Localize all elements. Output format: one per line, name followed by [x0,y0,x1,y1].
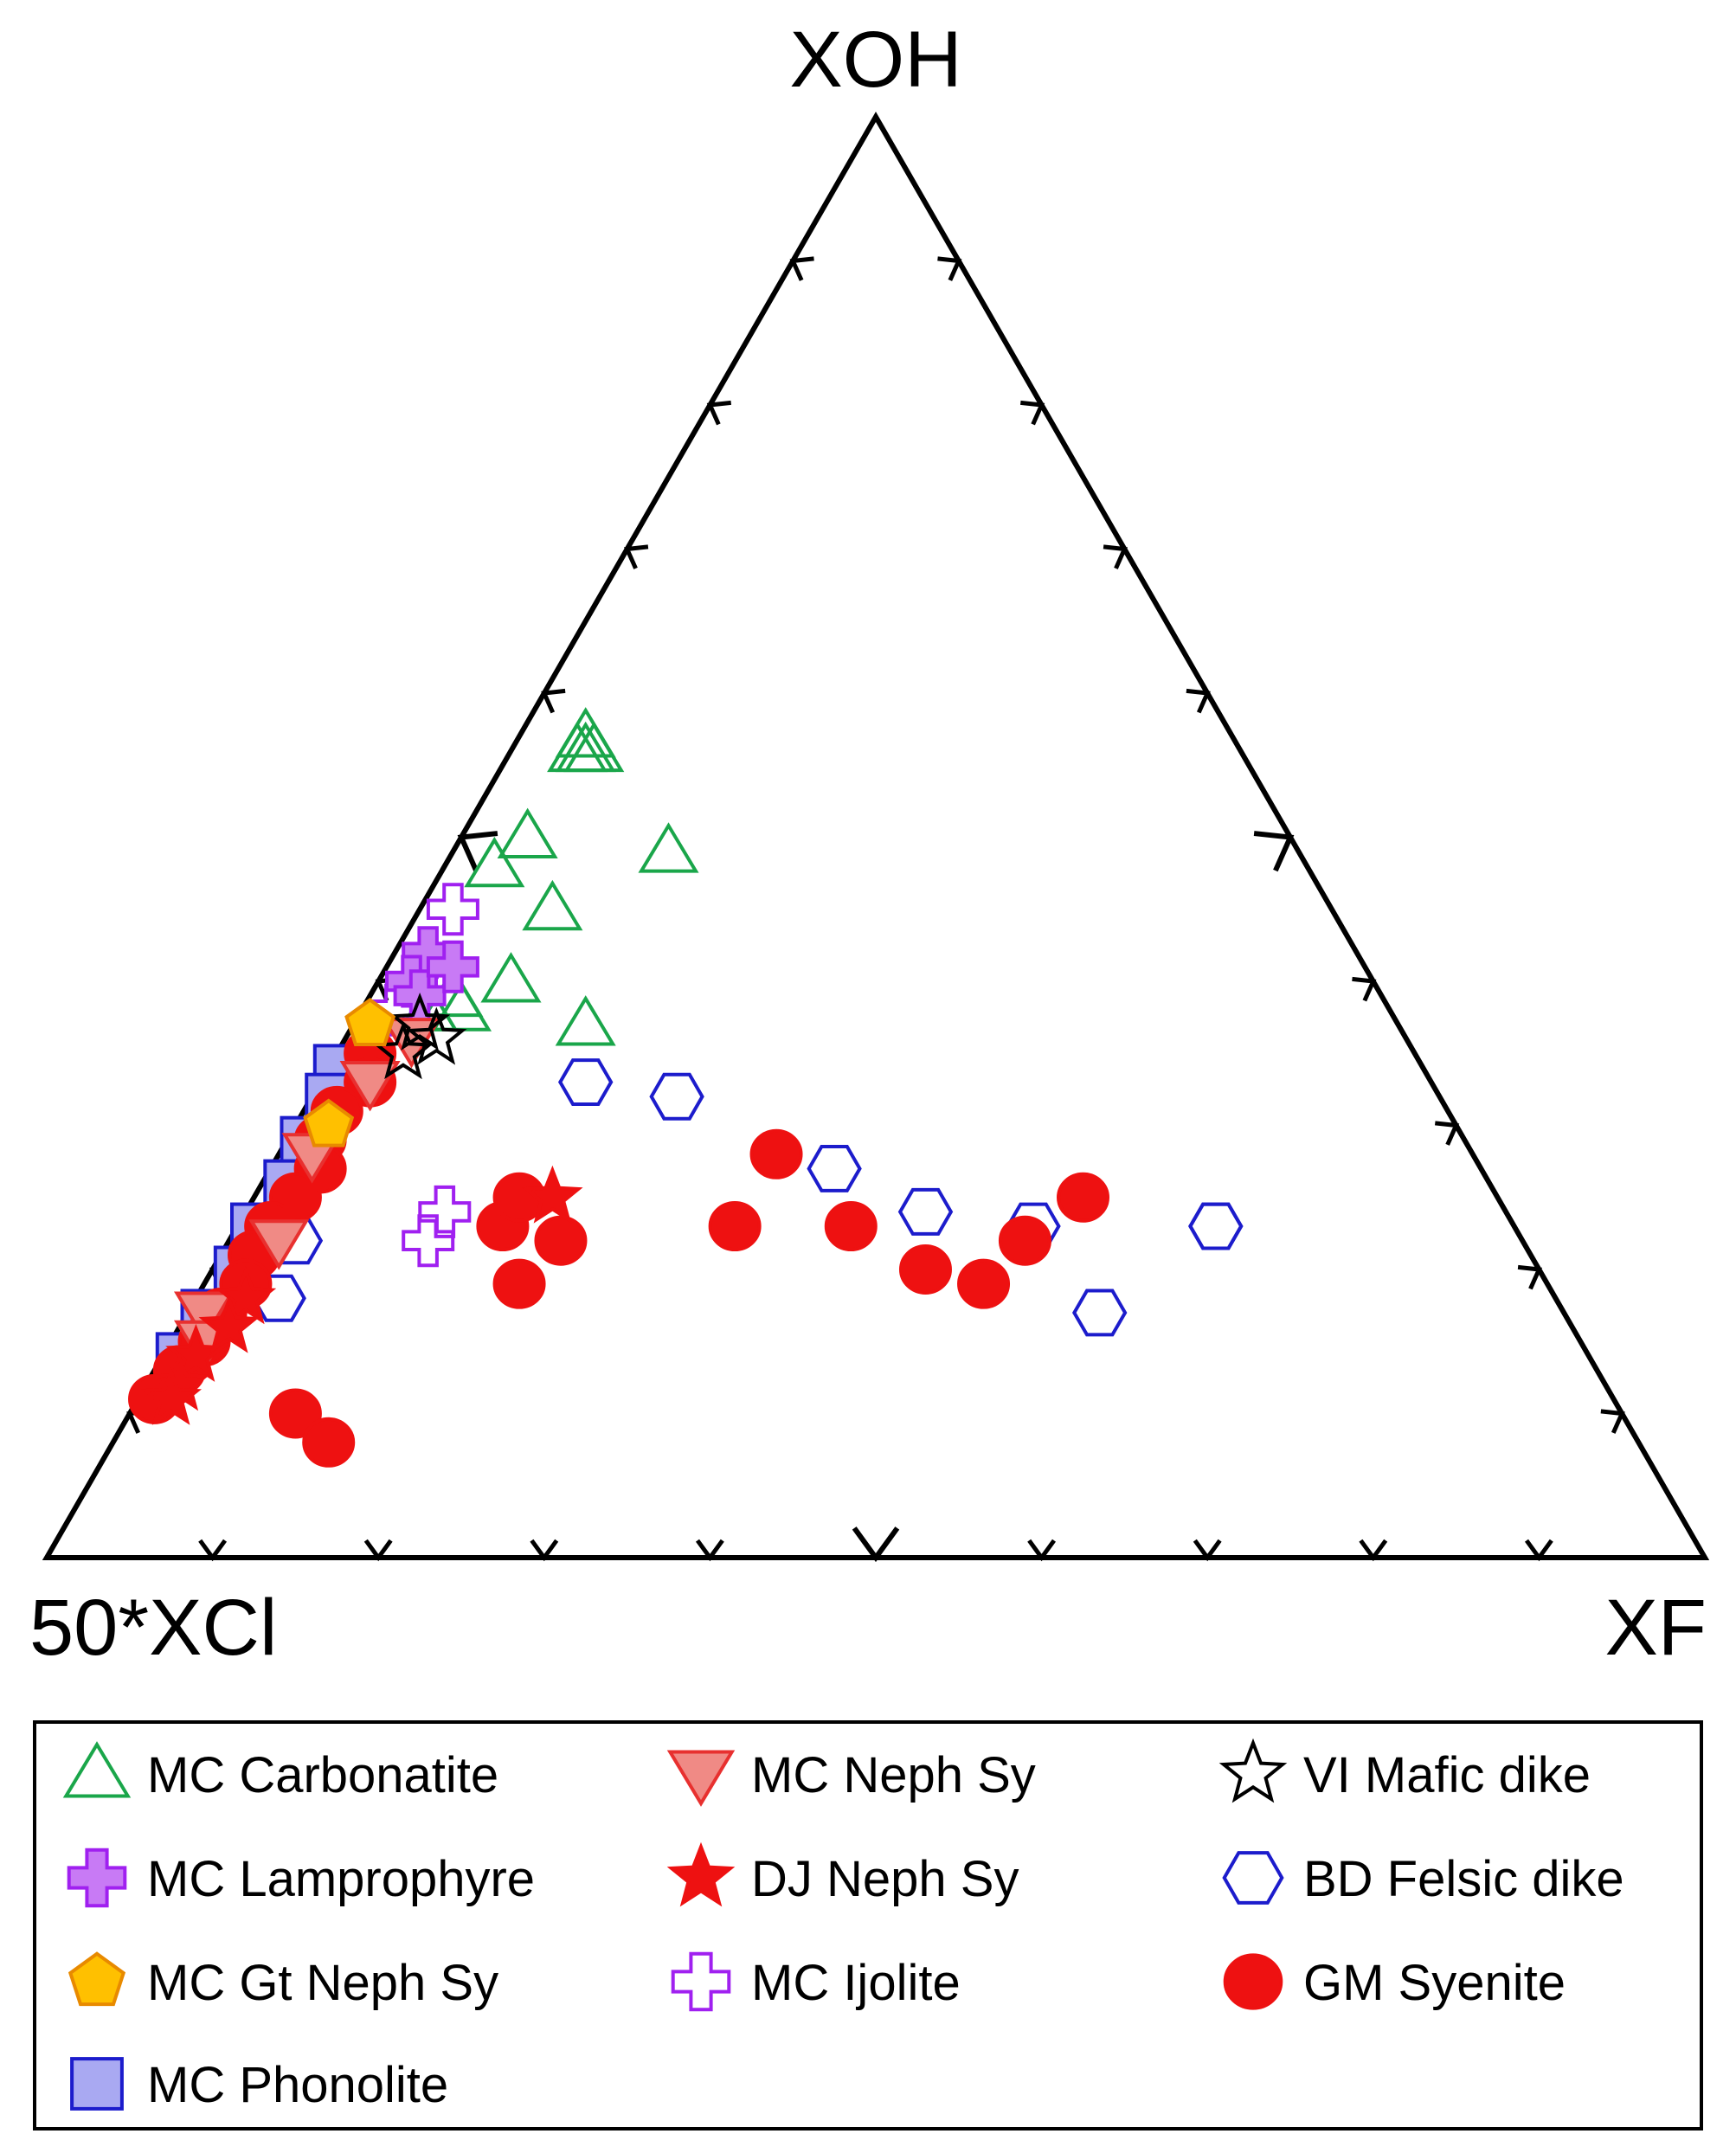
legend-item-mc-neph-sy: MC Neph Sy [666,1747,1036,1807]
point-mc-ijolite-3 [418,1185,472,1238]
tick-right-5 [1253,831,1295,872]
point-mc-neph-sy-4 [173,1291,235,1342]
point-bd-felsic-dike-2 [1071,1289,1128,1337]
point-bd-felsic-dike-5 [807,1145,862,1192]
ternary-frame [42,111,1710,1560]
point-dj-neph-sy-0 [522,1165,583,1224]
point-mc-neph-sy-1 [339,1061,401,1112]
point-gm-syenite-8 [492,1258,546,1309]
point-gm-syenite-7 [534,1215,588,1266]
tick-right-1 [937,256,962,281]
legend-item-mc-gt-neph-sy: MC Gt Neph Sy [68,1951,498,2011]
point-bd-felsic-dike-7 [557,1058,614,1106]
point-gm-syenite-2 [957,1258,1011,1309]
legend-label-dj-neph-sy: DJ Neph Sy [751,1851,1019,1907]
legend-label-mc-lamprophyre: MC Lamprophyre [147,1851,535,1907]
point-mc-gt-neph-sy-0 [344,998,396,1046]
point-mc-ijolite-2 [402,1214,455,1268]
tick-right-8 [1517,1264,1543,1290]
legend-label-mc-gt-neph-sy: MC Gt Neph Sy [147,1955,498,2011]
legend-marker-gm-syenite [1223,1953,1283,2010]
data-points [128,707,1244,1468]
legend-marker-mc-carbonatite [62,1741,132,1798]
legend-marker-mc-lamprophyre [67,1848,127,1908]
series-dj-neph-sy [140,1165,583,1425]
point-mc-carbonatite-5 [555,995,616,1046]
tick-right-4 [1186,688,1211,714]
point-mc-carbonatite-6 [638,822,699,873]
point-gm-syenite-11 [268,1388,322,1439]
point-mc-carbonatite-2 [555,721,616,773]
point-bd-felsic-dike-1 [1188,1202,1244,1250]
legend-item-gm-syenite: GM Syenite [1223,1953,1566,2011]
tick-marks [126,256,1625,1563]
apex-label-right: XF [1604,1584,1707,1672]
point-gm-syenite-1 [998,1215,1051,1266]
legend-marker-vi-mafic-dike [1218,1738,1288,1803]
legend-marker-mc-ijolite [671,1951,731,2012]
legend-marker-mc-phonolite [70,2057,124,2111]
legend-item-mc-phonolite: MC Phonolite [70,2057,448,2113]
tick-left-8 [706,400,731,426]
legend-label-mc-phonolite: MC Phonolite [147,2057,448,2113]
point-mc-carbonatite-12 [497,807,558,858]
legend-item-mc-ijolite: MC Ijolite [671,1951,961,2012]
point-mc-carbonatite-8 [522,879,583,931]
point-bd-felsic-dike-4 [897,1187,954,1236]
legend: MC Carbonatite MC Neph Sy VI Mafic dike MC … [62,1738,1624,2113]
legend-label-mc-neph-sy: MC Neph Sy [751,1747,1036,1803]
point-mc-carbonatite-4 [547,721,608,773]
apex-label-left: 50*XCl [29,1584,277,1672]
apex-label-top: XOH [789,16,961,104]
point-mc-carbonatite-0 [464,836,525,888]
legend-item-vi-mafic-dike: VI Mafic dike [1218,1738,1591,1803]
point-gm-syenite-3 [898,1244,952,1295]
point-vi-mafic-dike-2 [406,1006,467,1065]
point-mc-carbonatite-3 [555,707,616,758]
point-gm-syenite-4 [824,1201,878,1252]
legend-label-gm-syenite: GM Syenite [1303,1955,1566,2011]
legend-item-mc-lamprophyre: MC Lamprophyre [67,1848,535,1908]
point-gm-syenite-6 [708,1201,762,1252]
point-dj-neph-sy-5 [198,1295,260,1353]
tick-left-7 [623,544,649,569]
point-gm-syenite-5 [749,1128,803,1179]
point-dj-neph-sy-1 [215,1266,277,1325]
point-mc-carbonatite-9 [480,952,542,1003]
tick-right-6 [1352,976,1377,1002]
legend-label-mc-ijolite: MC Ijolite [751,1955,961,2011]
point-gm-syenite-0 [1057,1172,1109,1223]
point-mc-lamprophyre-3 [426,940,479,993]
point-bd-felsic-dike-6 [649,1072,704,1121]
legend-box [33,1720,1703,2131]
point-mc-ijolite-0 [426,883,479,936]
legend-label-bd-felsic-dike: BD Felsic dike [1303,1851,1624,1907]
series-mc-gt-neph-sy [303,998,396,1147]
point-mc-gt-neph-sy-1 [303,1098,355,1147]
legend-marker-dj-neph-sy [666,1841,736,1907]
tick-right-3 [1103,544,1128,569]
point-dj-neph-sy-4 [140,1366,203,1425]
tick-left-9 [789,256,814,281]
legend-marker-mc-gt-neph-sy [68,1951,126,2007]
legend-item-bd-felsic-dike: BD Felsic dike [1222,1851,1624,1907]
legend-item-mc-carbonatite: MC Carbonatite [62,1741,498,1803]
point-gm-syenite-12 [302,1417,356,1468]
tick-right-9 [1600,1409,1625,1434]
legend-item-dj-neph-sy: DJ Neph Sy [666,1841,1019,1907]
tick-left-6 [541,688,566,714]
legend-label-mc-carbonatite: MC Carbonatite [147,1747,498,1803]
legend-label-vi-mafic-dike: VI Mafic dike [1303,1747,1591,1803]
tick-right-7 [1435,1121,1460,1146]
tick-right-2 [1020,400,1045,426]
legend-marker-bd-felsic-dike [1222,1851,1284,1905]
tick-bottom-5 [852,1526,900,1563]
legend-marker-mc-neph-sy [666,1750,736,1807]
point-mc-neph-sy-3 [248,1219,310,1270]
